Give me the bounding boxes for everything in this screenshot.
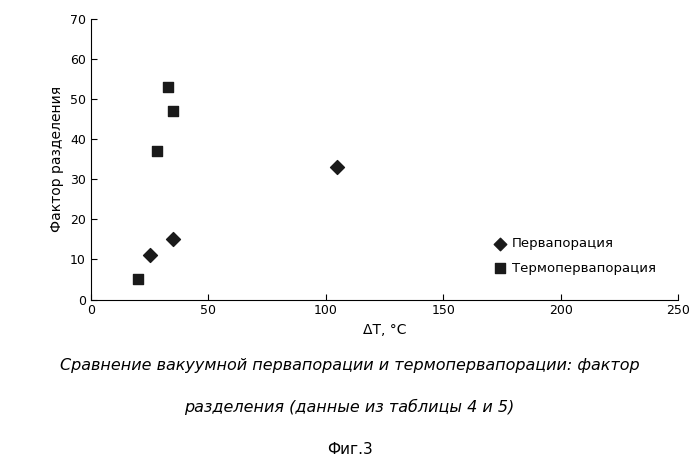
Text: разделения (данные из таблицы 4 и 5): разделения (данные из таблицы 4 и 5) bbox=[185, 399, 514, 415]
X-axis label: ΔT, °C: ΔT, °C bbox=[363, 323, 406, 337]
Термопервапорация bbox=[168, 107, 179, 115]
Y-axis label: Фактор разделения: Фактор разделения bbox=[50, 86, 64, 232]
Legend: Первапорация, Термопервапорация: Первапорация, Термопервапорация bbox=[491, 233, 660, 279]
Первапорация bbox=[168, 235, 179, 243]
Термопервапорация bbox=[151, 147, 162, 155]
Первапорация bbox=[332, 163, 343, 171]
Термопервапорация bbox=[163, 83, 174, 91]
Первапорация bbox=[144, 252, 155, 259]
Термопервапорация bbox=[132, 276, 143, 283]
Text: Фиг.3: Фиг.3 bbox=[326, 442, 373, 457]
Text: Сравнение вакуумной первапорации и термопервапорации: фактор: Сравнение вакуумной первапорации и термо… bbox=[59, 358, 640, 373]
